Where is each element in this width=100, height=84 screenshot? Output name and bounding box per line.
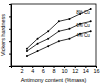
series-marker (37, 43, 39, 45)
series-marker (68, 18, 70, 20)
x-tick-label: 14 (83, 68, 89, 74)
x-tick: 16 (93, 66, 99, 74)
series-marker (58, 20, 60, 22)
x-tick-label: 16 (93, 68, 99, 74)
y-tick (9, 16, 11, 17)
x-tick: 6 (42, 66, 45, 74)
series-marker (26, 50, 28, 52)
series-label: 4% Cu (76, 33, 90, 38)
series-marker (58, 40, 60, 42)
series-line (27, 31, 91, 56)
series-label: 8% Cu (76, 10, 90, 15)
series-marker (37, 50, 39, 52)
y-tick (9, 41, 11, 42)
chart: 2 4 6 8 10 12 14 16 8% Cu 6% Cu 4% Cu Antimony cont… (0, 0, 100, 84)
series-marker (90, 8, 92, 10)
x-tick: 2 (21, 66, 24, 74)
y-tick-mark (9, 54, 11, 55)
plot: 2 4 6 8 10 12 14 16 8% Cu 6% Cu 4% Cu (9, 4, 100, 74)
series-marker (37, 38, 39, 40)
series-line (27, 9, 91, 49)
y-tick-mark (9, 41, 11, 42)
x-tick: 10 (62, 66, 68, 74)
series-line (27, 21, 91, 51)
x-tick-label: 12 (72, 68, 78, 74)
series-marker (47, 38, 49, 40)
y-tick-mark (9, 16, 11, 17)
series-marker (90, 30, 92, 32)
x-axis-title: Antimony content (%mass) (21, 77, 87, 83)
x-tick-label: 10 (62, 68, 68, 74)
x-tick-label: 4 (31, 68, 34, 74)
plot-frame (11, 4, 96, 66)
y-tick-mark (9, 29, 11, 30)
y-tick-mark (9, 4, 11, 5)
series-marker (47, 30, 49, 32)
y-tick (9, 4, 11, 5)
x-tick-label: 6 (42, 68, 45, 74)
x-tick: 4 (31, 66, 34, 74)
x-tick-label: 2 (21, 68, 24, 74)
series-marker (68, 38, 70, 40)
x-tick-label: 8 (52, 68, 55, 74)
series-marker (68, 28, 70, 30)
marks (26, 8, 92, 57)
x-tick: 14 (83, 66, 89, 74)
x-tick: 8 (52, 66, 55, 74)
series-marker (47, 45, 49, 47)
x-axis: 2 4 6 8 10 12 14 16 (12, 66, 100, 74)
y-tick (9, 29, 11, 30)
series-marker (90, 20, 92, 22)
y-axis-line (9, 5, 12, 67)
y-tick (9, 54, 11, 55)
y-axis (9, 5, 12, 67)
series-marker (26, 55, 28, 57)
series-marker (58, 30, 60, 32)
series-label: 6% Cu (76, 23, 90, 28)
y-axis-title: Vickers hardness (0, 14, 6, 56)
x-tick: 12 (72, 66, 78, 74)
series-marker (26, 48, 28, 50)
